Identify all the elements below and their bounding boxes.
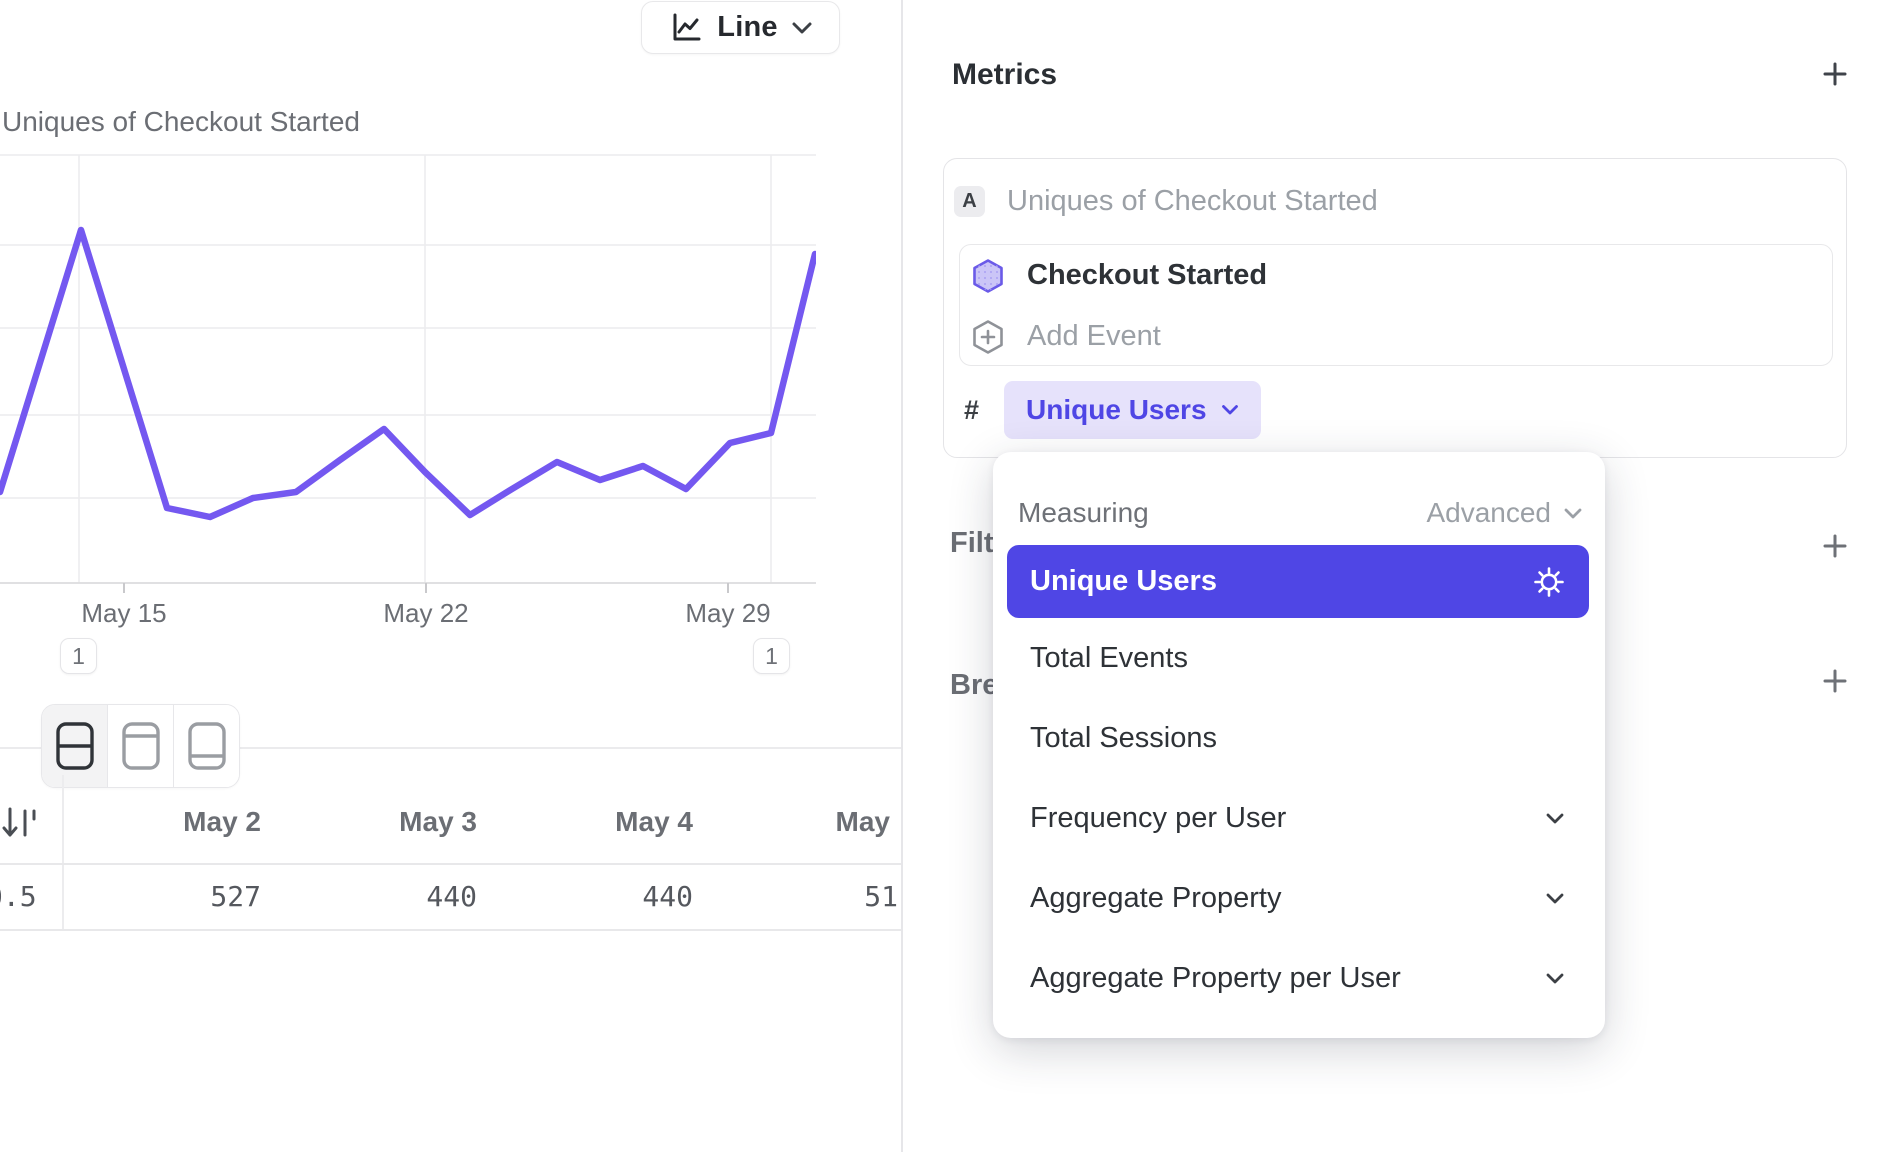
- layout-option-header-top[interactable]: [107, 705, 173, 787]
- dropdown-item-frequency-per-user[interactable]: Frequency per User: [1007, 778, 1589, 858]
- add-metric-button[interactable]: [1822, 61, 1848, 87]
- table-cell-value: 440: [426, 880, 477, 913]
- event-row-checkout-started[interactable]: Checkout Started: [960, 245, 1832, 306]
- table-column-divider: [62, 775, 64, 930]
- add-event-button[interactable]: Add Event: [960, 306, 1832, 367]
- chevron-down-icon: [1221, 405, 1238, 415]
- event-name: Checkout Started: [1027, 259, 1268, 291]
- number-measure-icon: #: [964, 394, 980, 425]
- chart-title: Uniques of Checkout Started: [2, 106, 360, 137]
- section-divider: [0, 747, 901, 749]
- metric-series-badge: A: [954, 185, 985, 217]
- measurement-chip[interactable]: Unique Users: [1004, 381, 1261, 439]
- panel-divider: [901, 0, 903, 1152]
- metrics-section-title: Metrics: [952, 58, 1058, 91]
- dropdown-header: Measuring Advanced: [1018, 496, 1583, 530]
- add-filter-button[interactable]: [1822, 533, 1848, 559]
- gear-icon[interactable]: [1533, 566, 1565, 598]
- dropdown-item-unique-users-selected[interactable]: Unique Users: [1007, 545, 1589, 618]
- layout-option-split-horizontal[interactable]: [42, 705, 107, 787]
- table-cell-value: 51: [864, 880, 898, 913]
- chevron-down-icon: [1546, 893, 1564, 903]
- x-axis-tick-label: May 22: [383, 598, 469, 628]
- table-row-label: 0.5: [0, 880, 37, 913]
- table-column-header[interactable]: May 4: [615, 806, 693, 837]
- event-hexagon-icon: [973, 258, 1003, 293]
- chevron-down-icon: [792, 22, 812, 33]
- table-column-header[interactable]: May: [835, 806, 890, 837]
- dropdown-item-label: Total Events: [1030, 641, 1188, 674]
- dropdown-item-total-sessions[interactable]: Total Sessions: [1007, 698, 1589, 778]
- footer-bottom-icon: [187, 722, 226, 770]
- layout-option-footer-bottom[interactable]: [173, 705, 239, 787]
- event-group: Checkout Started Add Event: [959, 244, 1833, 366]
- breakdown-table: May 2 May 3 May 4 May 0.5 527 440 440 51: [0, 775, 901, 945]
- data-series-line[interactable]: [0, 226, 816, 521]
- range-handle-left[interactable]: 1: [60, 638, 97, 674]
- x-axis-tick-label: May 15: [81, 598, 167, 628]
- chevron-down-icon: [1546, 973, 1564, 983]
- layout-toggle-group: [41, 704, 240, 788]
- chart-type-label: Line: [717, 11, 778, 43]
- add-event-label: Add Event: [1027, 320, 1161, 352]
- selected-item-label: Unique Users: [1030, 565, 1217, 597]
- table-cell-value: 440: [642, 880, 693, 913]
- dropdown-item-label: Aggregate Property: [1030, 881, 1282, 914]
- metric-name-input[interactable]: Uniques of Checkout Started: [1007, 184, 1378, 217]
- line-chart-icon: [673, 13, 701, 40]
- dropdown-item-label: Total Sessions: [1030, 721, 1217, 754]
- chart-type-dropdown-button[interactable]: Line: [641, 1, 840, 54]
- advanced-label: Advanced: [1426, 497, 1551, 528]
- dropdown-item-aggregate-property[interactable]: Aggregate Property: [1007, 858, 1589, 938]
- header-top-icon: [121, 722, 160, 770]
- advanced-toggle[interactable]: Advanced: [1426, 497, 1583, 529]
- dropdown-item-total-events[interactable]: Total Events: [1007, 618, 1589, 698]
- chevron-down-icon: [1564, 508, 1582, 518]
- dropdown-item-label: Aggregate Property per User: [1030, 961, 1401, 994]
- dropdown-header-label: Measuring: [1018, 497, 1149, 528]
- x-axis-tick-label: May 29: [685, 598, 771, 628]
- add-event-hexagon-plus-icon: [973, 319, 1003, 354]
- dropdown-item-label: Frequency per User: [1030, 801, 1287, 834]
- metric-card: A Uniques of Checkout Started Checkout S…: [943, 158, 1847, 458]
- measuring-dropdown-menu: Measuring Advanced Unique Users: [993, 452, 1605, 1038]
- range-handle-right[interactable]: 1: [753, 638, 790, 674]
- line-chart[interactable]: [0, 140, 816, 602]
- split-horizontal-icon: [55, 722, 94, 770]
- table-row-divider: [0, 929, 901, 931]
- table-cell-value: 527: [210, 880, 261, 913]
- table-column-header[interactable]: May 3: [399, 806, 477, 837]
- chevron-down-icon: [1546, 813, 1564, 823]
- sort-descending-icon[interactable]: [0, 801, 42, 847]
- add-breakdown-button[interactable]: [1822, 668, 1848, 694]
- measurement-chip-label: Unique Users: [1026, 394, 1207, 425]
- table-header-divider: [0, 863, 901, 865]
- measurement-row: # Unique Users: [964, 381, 1261, 439]
- table-column-header[interactable]: May 2: [183, 806, 261, 837]
- metric-header-row[interactable]: A Uniques of Checkout Started: [954, 172, 1378, 230]
- dropdown-item-aggregate-property-per-user[interactable]: Aggregate Property per User: [1007, 938, 1589, 1018]
